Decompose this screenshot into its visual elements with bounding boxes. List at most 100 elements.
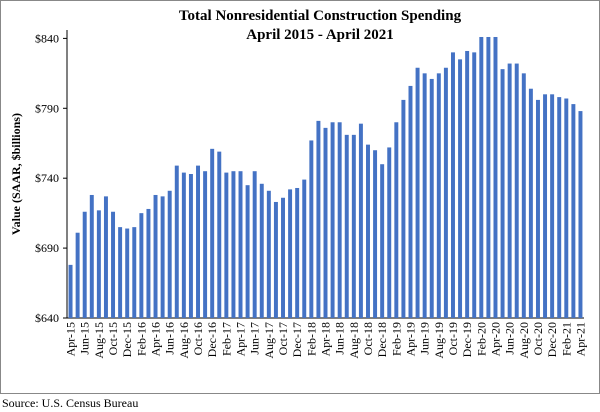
- bar: [196, 165, 201, 318]
- x-tick-label: Jun-16: [163, 322, 177, 355]
- bar: [578, 111, 583, 319]
- bar: [571, 104, 576, 319]
- x-tick-label: Jun-15: [78, 322, 92, 355]
- bar: [380, 164, 385, 318]
- bar: [302, 179, 307, 318]
- y-tick-label: $690: [35, 241, 59, 255]
- bar: [231, 171, 236, 318]
- x-tick-label: Dec-19: [460, 322, 474, 357]
- bar: [337, 122, 342, 318]
- bar: [422, 73, 427, 318]
- x-tick-label: Feb-19: [389, 322, 403, 356]
- x-tick-label: Apr-19: [403, 322, 417, 356]
- x-tick-label: Jun-20: [503, 322, 517, 355]
- bar: [535, 99, 540, 318]
- bar: [528, 88, 533, 318]
- bar: [259, 183, 264, 318]
- bar: [358, 123, 363, 318]
- x-tick-label: Jun-17: [248, 322, 262, 355]
- y-tick-label: $790: [35, 101, 59, 115]
- bar: [309, 140, 314, 318]
- bar: [273, 201, 278, 318]
- bar: [514, 63, 519, 318]
- bar: [394, 122, 399, 318]
- chart-subtitle: April 2015 - April 2021: [246, 27, 394, 43]
- y-tick-label: $740: [35, 171, 59, 185]
- bar: [450, 52, 455, 319]
- x-tick-label: Dec-18: [375, 322, 389, 357]
- bar: [415, 67, 420, 318]
- y-tick-label: $840: [35, 31, 59, 45]
- x-tick-label: Apr-16: [149, 322, 163, 356]
- bar: [82, 211, 87, 318]
- bar: [245, 185, 250, 318]
- bar: [366, 144, 370, 318]
- bar: [550, 94, 555, 319]
- bar: [103, 196, 108, 318]
- bar: [210, 148, 215, 318]
- bar: [188, 174, 193, 318]
- bar: [543, 94, 548, 319]
- bar: [401, 99, 406, 318]
- bar: [96, 210, 101, 318]
- bar: [217, 151, 222, 318]
- x-tick-label: Apr-15: [64, 322, 78, 356]
- bar: [323, 127, 328, 318]
- bar: [408, 85, 413, 318]
- bar: [500, 69, 505, 318]
- x-tick-label: Aug-18: [347, 322, 361, 359]
- bar: [252, 171, 257, 318]
- x-tick-label: Aug-16: [177, 322, 191, 359]
- bar: [436, 73, 441, 318]
- bar: [429, 78, 434, 318]
- bar: [153, 194, 158, 318]
- chart-title: Total Nonresidential Construction Spendi…: [179, 8, 462, 24]
- source: Source: U.S. Census Bureau: [2, 396, 138, 410]
- bar: [479, 36, 484, 318]
- bar: [330, 122, 335, 318]
- x-tick-label: Dec-15: [120, 322, 134, 357]
- bar: [75, 232, 80, 318]
- x-tick-label: Aug-20: [517, 322, 531, 359]
- bar: [295, 187, 300, 318]
- y-axis-label: Value (SAAR, $billions): [9, 113, 23, 235]
- x-tick-label: Apr-20: [488, 322, 502, 356]
- x-tick-label: Oct-19: [446, 322, 460, 355]
- x-tick-label: Oct-15: [106, 322, 120, 355]
- x-tick-label: Apr-21: [573, 322, 587, 356]
- bar: [443, 67, 448, 318]
- bar: [281, 197, 285, 318]
- x-tick-label: Feb-18: [304, 322, 318, 356]
- bar: [486, 36, 491, 318]
- bar: [125, 228, 130, 318]
- x-tick-label: Jun-18: [333, 322, 347, 355]
- x-tick-label: Feb-16: [134, 322, 148, 356]
- x-tick-label: Feb-17: [219, 322, 233, 356]
- x-tick-label: Oct-17: [276, 322, 290, 355]
- bar: [118, 227, 123, 318]
- bar: [203, 171, 208, 318]
- bar: [344, 134, 349, 318]
- y-tick-label: $640: [35, 311, 59, 325]
- bar: [493, 36, 498, 318]
- x-tick-label: Dec-17: [290, 322, 304, 357]
- bar: [132, 227, 137, 318]
- bar: [160, 196, 165, 318]
- bar: [387, 147, 392, 318]
- x-tick-label: Apr-18: [319, 322, 333, 356]
- bar: [68, 264, 73, 318]
- bar: [174, 165, 179, 318]
- x-tick-label: Oct-16: [191, 322, 205, 355]
- bar: [266, 190, 271, 318]
- x-tick-label: Aug-17: [262, 322, 276, 359]
- bar: [167, 190, 172, 318]
- bar: [351, 134, 356, 318]
- x-tick-label: Feb-20: [474, 322, 488, 356]
- bar: [557, 97, 562, 318]
- bar: [139, 213, 144, 318]
- bar: [316, 120, 321, 319]
- x-tick-label: Aug-15: [92, 322, 106, 359]
- bar: [146, 208, 151, 318]
- x-tick-label: Jun-19: [418, 322, 432, 355]
